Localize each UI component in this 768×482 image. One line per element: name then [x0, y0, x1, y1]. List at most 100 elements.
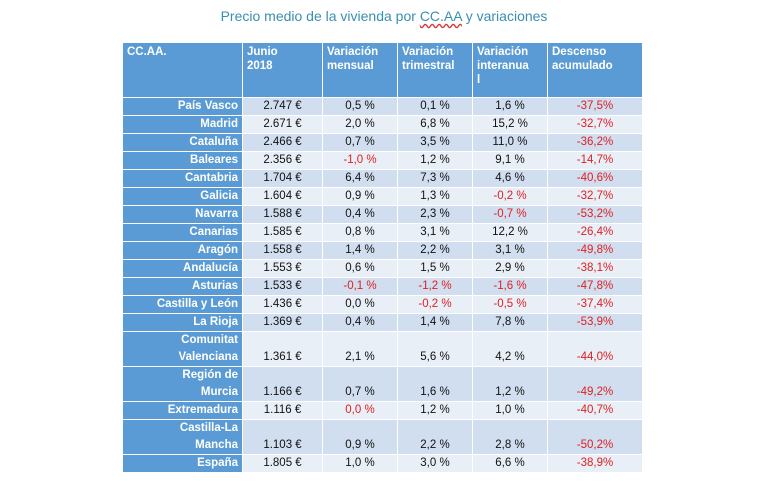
col-header-variacion-trimestral: Variación trimestral [397, 42, 473, 98]
cell-variacion-trimestral: 1,3 % [397, 187, 473, 206]
cell-variacion-interanual: 3,1 % [472, 241, 548, 260]
table-row: Castilla y León 1.436 €0,0 % -0,2 % -0,5 % -… [122, 295, 643, 314]
table-row: Navarra 1.588 €0,4 % 2,3 % -0,7 % -53,2% [122, 205, 643, 224]
table-row: Baleares 2.356 € -1,0 % 1,2 % 9,1 % -14,7% [122, 151, 643, 170]
table-row: Asturias 1.533 € -0,1 % -1,2 % -1,6 % -47,8% [122, 277, 643, 296]
cell-variacion-trimestral: 1,4 % [397, 313, 473, 332]
region-name-line: Navarra [195, 208, 238, 220]
cell-descenso-acumulado: -44,0% [547, 331, 643, 367]
cell-variacion-interanual: -0,7 % [472, 205, 548, 224]
cell-descenso-acumulado: -49,2% [547, 366, 643, 402]
table-row: Canarias 1.585 €0,8 % 3,1 % 12,2 % -26,4% [122, 223, 643, 242]
cell-precio: 1.585 € [242, 223, 323, 242]
region-name: Canarias [122, 223, 243, 242]
table-body: País Vasco 2.747 €0,5 % 0,1 % 1,6 % -37,5% Ma… [122, 97, 643, 473]
cell-precio: 1.369 € [242, 313, 323, 332]
header-label-line: 2018 [247, 60, 273, 72]
region-name: Región de Murcia [122, 366, 243, 402]
cell-variacion-mensual: 0,4 % [322, 313, 398, 332]
cell-variacion-mensual: 1,4 % [322, 241, 398, 260]
cell-precio: 1.533 € [242, 277, 323, 296]
cell-precio: 1.704 € [242, 169, 323, 188]
region-name-line: Galicia [200, 190, 238, 202]
table-row: Región de Murcia 1.166 €0,7 % 1,6 % 1,2 % -49… [122, 366, 643, 402]
region-name-line: Aragón [197, 244, 238, 256]
cell-variacion-mensual: 2,0 % [322, 115, 398, 134]
region-name-line: Cantabria [184, 172, 238, 184]
page-title: Precio medio de la vivienda por CC.AA y … [0, 8, 768, 24]
cell-precio: 2.466 € [242, 133, 323, 152]
cell-precio: 1.805 € [242, 454, 323, 473]
region-name-line: Castilla y León [156, 298, 238, 310]
cell-descenso-acumulado: -32,7% [547, 187, 643, 206]
cell-variacion-trimestral: 2,2 % [397, 241, 473, 260]
header-label-line: trimestral [402, 60, 455, 72]
region-name-line: País Vasco [177, 100, 238, 112]
header-label-line: Descenso [552, 46, 607, 58]
cell-descenso-acumulado: -40,6% [547, 169, 643, 188]
cell-precio: 1.361 € [242, 331, 323, 367]
cell-variacion-mensual: 0,9 % [322, 419, 398, 455]
region-name-line: Murcia [200, 386, 238, 398]
region-name: Asturias [122, 277, 243, 296]
cell-variacion-trimestral: 1,2 % [397, 401, 473, 420]
cell-precio: 1.436 € [242, 295, 323, 314]
region-name-line: Madrid [200, 118, 238, 130]
region-name: Extremadura [122, 401, 243, 420]
cell-variacion-trimestral: 1,5 % [397, 259, 473, 278]
region-name: Castilla y León [122, 295, 243, 314]
cell-descenso-acumulado: -38,1% [547, 259, 643, 278]
cell-variacion-interanual: 7,8 % [472, 313, 548, 332]
cell-variacion-mensual: 6,4 % [322, 169, 398, 188]
cell-descenso-acumulado: -38,9% [547, 454, 643, 473]
table-row: Cataluña 2.466 €0,7 % 3,5 % 11,0 % -36,2% [122, 133, 643, 152]
table-row: Aragón 1.558 €1,4 % 2,2 % 3,1 % -49,8% [122, 241, 643, 260]
cell-variacion-mensual: 0,4 % [322, 205, 398, 224]
region-name: Navarra [122, 205, 243, 224]
title-ccaa: CC.AA [419, 8, 462, 24]
table-row: España 1.805 €1,0 % 3,0 % 6,6 % -38,9% [122, 454, 643, 473]
cell-variacion-trimestral: 1,6 % [397, 366, 473, 402]
table-row: Andalucía 1.553 €0,6 % 1,5 % 2,9 % -38,1% [122, 259, 643, 278]
cell-variacion-trimestral: 5,6 % [397, 331, 473, 367]
cell-descenso-acumulado: -40,7% [547, 401, 643, 420]
region-name: Castilla-La Mancha [122, 419, 243, 455]
cell-variacion-mensual: 1,0 % [322, 454, 398, 473]
cell-descenso-acumulado: -53,9% [547, 313, 643, 332]
cell-variacion-mensual: -0,1 % [322, 277, 398, 296]
cell-variacion-interanual: 4,2 % [472, 331, 548, 367]
cell-variacion-trimestral: 0,1 % [397, 97, 473, 116]
cell-descenso-acumulado: -47,8% [547, 277, 643, 296]
cell-variacion-mensual: 2,1 % [322, 331, 398, 367]
region-name-line: Valenciana [178, 351, 238, 363]
cell-variacion-trimestral: 3,1 % [397, 223, 473, 242]
cell-variacion-interanual: 9,1 % [472, 151, 548, 170]
region-name-line: Cataluña [189, 136, 238, 148]
header-label-line: Variación [327, 46, 379, 58]
title-prefix: Precio medio de la vivienda por [220, 8, 420, 24]
table-row: Castilla-La Mancha 1.103 €0,9 % 2,2 % 2,8 % -… [122, 419, 643, 455]
col-header-junio-2018: Junio 2018 [242, 42, 323, 98]
header-label-line: Variación [477, 46, 529, 58]
cell-variacion-mensual: 0,0 % [322, 401, 398, 420]
header-label-line: acumulado [552, 60, 613, 72]
cell-precio: 1.553 € [242, 259, 323, 278]
cell-descenso-acumulado: -50,2% [547, 419, 643, 455]
cell-variacion-trimestral: 1,2 % [397, 151, 473, 170]
cell-variacion-mensual: 0,0 % [322, 295, 398, 314]
region-name-line: Castilla-La [179, 422, 238, 434]
table-row: Extremadura 1.116 €0,0 % 1,2 % 1,0 % -40,7% [122, 401, 643, 420]
region-name: Comunitat Valenciana [122, 331, 243, 367]
cell-descenso-acumulado: -26,4% [547, 223, 643, 242]
table-row: Comunitat Valenciana 1.361 €2,1 % 5,6 % 4,2 … [122, 331, 643, 367]
cell-precio: 1.116 € [242, 401, 323, 420]
region-name-line: Comunitat [181, 334, 238, 346]
region-name: Andalucía [122, 259, 243, 278]
cell-variacion-trimestral: -1,2 % [397, 277, 473, 296]
cell-variacion-trimestral: 3,5 % [397, 133, 473, 152]
cell-descenso-acumulado: -49,8% [547, 241, 643, 260]
cell-variacion-interanual: 15,2 % [472, 115, 548, 134]
region-name-line: Canarias [189, 226, 238, 238]
region-name: Madrid [122, 115, 243, 134]
cell-variacion-mensual: 0,7 % [322, 366, 398, 402]
